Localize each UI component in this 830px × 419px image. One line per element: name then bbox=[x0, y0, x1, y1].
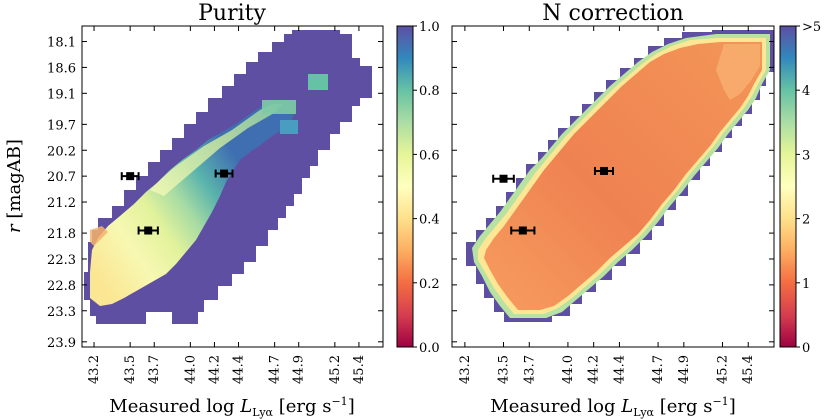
purity-y-axis: 18.1 18.6 19.1 19.7 20.2 20.7 21.2 21.8 22.3 22.8… bbox=[47, 36, 383, 351]
purity-y-tick-label: 22.8 bbox=[47, 279, 76, 294]
purity-errorbar-point bbox=[220, 169, 229, 178]
ncorr-x-tick-label: 44.9 bbox=[677, 355, 692, 384]
purity-colorbar-tick-label: 0.4 bbox=[419, 213, 440, 228]
purity-x-tick-label: 44.2 bbox=[207, 355, 222, 384]
purity-y-tick-label: 23.3 bbox=[47, 305, 76, 320]
ncorr-colorbar-ticks: 0 1 2 3 4 >5 bbox=[796, 20, 821, 356]
ncorr-y-axis bbox=[452, 41, 774, 343]
purity-colorbar-tick-label: 1.0 bbox=[419, 20, 440, 35]
purity-x-axis: 43.2 43.5 43.7 44.0 44.2 44.4 44.7 44.9 45.2 45.4 bbox=[87, 26, 367, 384]
purity-errorbar-point bbox=[126, 172, 135, 181]
purity-y-tick-label: 18.1 bbox=[47, 36, 76, 51]
purity-x-tick-label: 44.0 bbox=[183, 355, 198, 384]
purity-x-tick-label: 43.2 bbox=[87, 355, 102, 384]
ncorr-heatmap bbox=[466, 30, 774, 322]
purity-x-label: Measured log LLyα [erg s−1] bbox=[109, 395, 354, 419]
purity-y-label: r [magAB] bbox=[4, 139, 25, 233]
purity-y-tick-label: 21.8 bbox=[47, 227, 76, 242]
ncorr-x-tick-label: 44.2 bbox=[587, 355, 602, 384]
ncorr-errorbar-point bbox=[599, 166, 608, 175]
ncorr-title: N correction bbox=[542, 1, 683, 26]
ncorr-colorbar bbox=[779, 25, 797, 348]
ncorr-x-axis: 43.2 43.5 43.7 44.0 44.2 44.4 44.7 44.9 45.2 45.4 bbox=[458, 26, 756, 384]
purity-y-tick-label: 18.6 bbox=[47, 61, 76, 76]
purity-colorbar bbox=[396, 25, 414, 348]
ncorr-colorbar-tick-label: 0 bbox=[802, 341, 810, 356]
purity-x-tick-label: 45.2 bbox=[328, 355, 343, 384]
ncorr-x-tick-label: 45.2 bbox=[715, 355, 730, 384]
purity-upper-band bbox=[150, 104, 282, 196]
purity-x-tick-label: 44.9 bbox=[292, 355, 307, 384]
ncorr-errorbar-point bbox=[518, 226, 527, 235]
ncorr-x-tick-label: 43.7 bbox=[522, 355, 537, 384]
purity-y-tick-label: 20.7 bbox=[47, 170, 76, 185]
ncorr-colorbar-tick-label: >5 bbox=[802, 20, 821, 35]
purity-y-tick-label: 22.3 bbox=[47, 253, 76, 268]
purity-y-tick-label: 19.7 bbox=[47, 118, 76, 133]
ncorr-x-label: Measured log LLyα [erg s−1] bbox=[490, 395, 735, 419]
purity-y-tick-label: 23.9 bbox=[47, 336, 76, 351]
ncorr-values-region bbox=[484, 42, 762, 310]
purity-panel: Purity 43.2 43.5 43.7 44.0 44.2 44.4 44.7 44.9 4… bbox=[4, 1, 440, 419]
ncorr-panel: N correction 43.2 43.5 43.7 44.0 44.2 44.4 44.… bbox=[451, 1, 821, 419]
purity-y-tick-label: 20.2 bbox=[47, 144, 76, 159]
ncorr-upper-tip bbox=[716, 44, 760, 100]
purity-x-tick-label: 45.4 bbox=[352, 355, 367, 384]
purity-axes-frame bbox=[81, 25, 384, 348]
purity-blue-patch bbox=[280, 120, 298, 134]
purity-y-tick-label: 19.1 bbox=[47, 87, 76, 102]
purity-colorbar-tick-label: 0.2 bbox=[419, 277, 440, 292]
ncorr-axes-frame bbox=[451, 25, 775, 348]
purity-errorbar-point bbox=[144, 226, 153, 235]
purity-y-tick-label: 21.2 bbox=[47, 196, 76, 211]
purity-x-tick-label: 43.5 bbox=[123, 355, 138, 384]
purity-colorbar-tick-label: 0.0 bbox=[419, 341, 440, 356]
purity-title: Purity bbox=[198, 1, 266, 26]
ncorr-x-tick-label: 43.5 bbox=[497, 355, 512, 384]
purity-x-tick-label: 44.7 bbox=[268, 355, 283, 384]
purity-colorbar-tick-label: 0.8 bbox=[419, 84, 440, 99]
ncorr-colorbar-tick-label: 4 bbox=[802, 84, 810, 99]
purity-x-tick-label: 44.4 bbox=[232, 355, 247, 384]
purity-blue-patch bbox=[262, 100, 296, 114]
ncorr-x-tick-label: 43.2 bbox=[458, 355, 473, 384]
purity-isolated-cell bbox=[308, 74, 328, 90]
purity-orange-edge bbox=[90, 226, 108, 246]
ncorr-x-tick-label: 44.7 bbox=[651, 355, 666, 384]
ncorr-colorbar-tick-label: 3 bbox=[802, 148, 810, 163]
ncorr-x-tick-label: 45.4 bbox=[741, 355, 756, 384]
purity-colorbar-ticks: 0.0 0.2 0.4 0.6 0.8 1.0 bbox=[413, 20, 440, 356]
purity-x-tick-label: 43.7 bbox=[147, 355, 162, 384]
ncorr-errorbars bbox=[492, 166, 614, 235]
purity-colorbar-tick-label: 0.6 bbox=[419, 148, 440, 163]
purity-errorbars bbox=[120, 169, 234, 235]
ncorr-x-tick-label: 44.4 bbox=[612, 355, 627, 384]
ncorr-colorbar-tick-label: 1 bbox=[802, 277, 810, 292]
ncorr-x-tick-label: 44.0 bbox=[561, 355, 576, 384]
purity-values-region bbox=[90, 100, 296, 306]
ncorr-errorbar-point bbox=[499, 174, 508, 183]
ncorr-colorbar-tick-label: 2 bbox=[802, 213, 810, 228]
